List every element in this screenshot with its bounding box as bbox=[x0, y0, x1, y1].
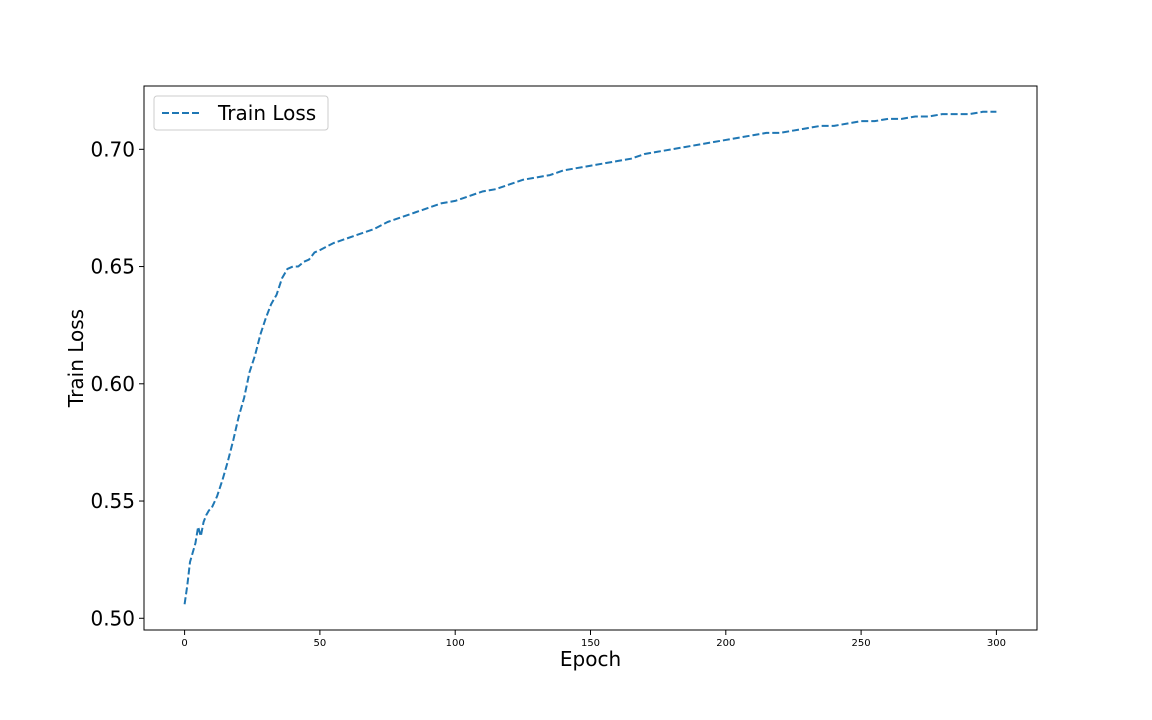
y-tick-label: 0.65 bbox=[90, 255, 135, 279]
x-tick-label: 0 bbox=[181, 638, 187, 649]
plot-frame bbox=[143, 85, 1038, 631]
x-axis-title: Epoch bbox=[560, 647, 621, 671]
x-axis: 0 50 100 150 200 250 300 bbox=[181, 630, 1006, 649]
y-axis: 0.50 0.55 0.60 0.65 0.70 bbox=[90, 137, 144, 630]
y-tick-label: 0.60 bbox=[90, 372, 135, 396]
y-tick-label: 0.70 bbox=[90, 137, 135, 161]
x-tick-label: 250 bbox=[852, 638, 871, 649]
x-tick-label: 300 bbox=[987, 638, 1006, 649]
x-tick-label: 150 bbox=[581, 638, 600, 649]
x-tick-label: 200 bbox=[716, 638, 735, 649]
y-tick-label: 0.55 bbox=[90, 489, 135, 513]
legend-entry-train-loss: Train Loss bbox=[217, 101, 316, 125]
legend-box bbox=[153, 95, 329, 131]
x-tick-label: 100 bbox=[446, 638, 465, 649]
x-tick-label: 50 bbox=[314, 638, 327, 649]
y-axis-title: Train Loss bbox=[64, 309, 88, 408]
series-line-train-loss bbox=[183, 110, 997, 605]
y-tick-label: 0.50 bbox=[90, 606, 135, 630]
series-layer bbox=[183, 110, 997, 605]
legend: Train Loss bbox=[153, 95, 329, 131]
